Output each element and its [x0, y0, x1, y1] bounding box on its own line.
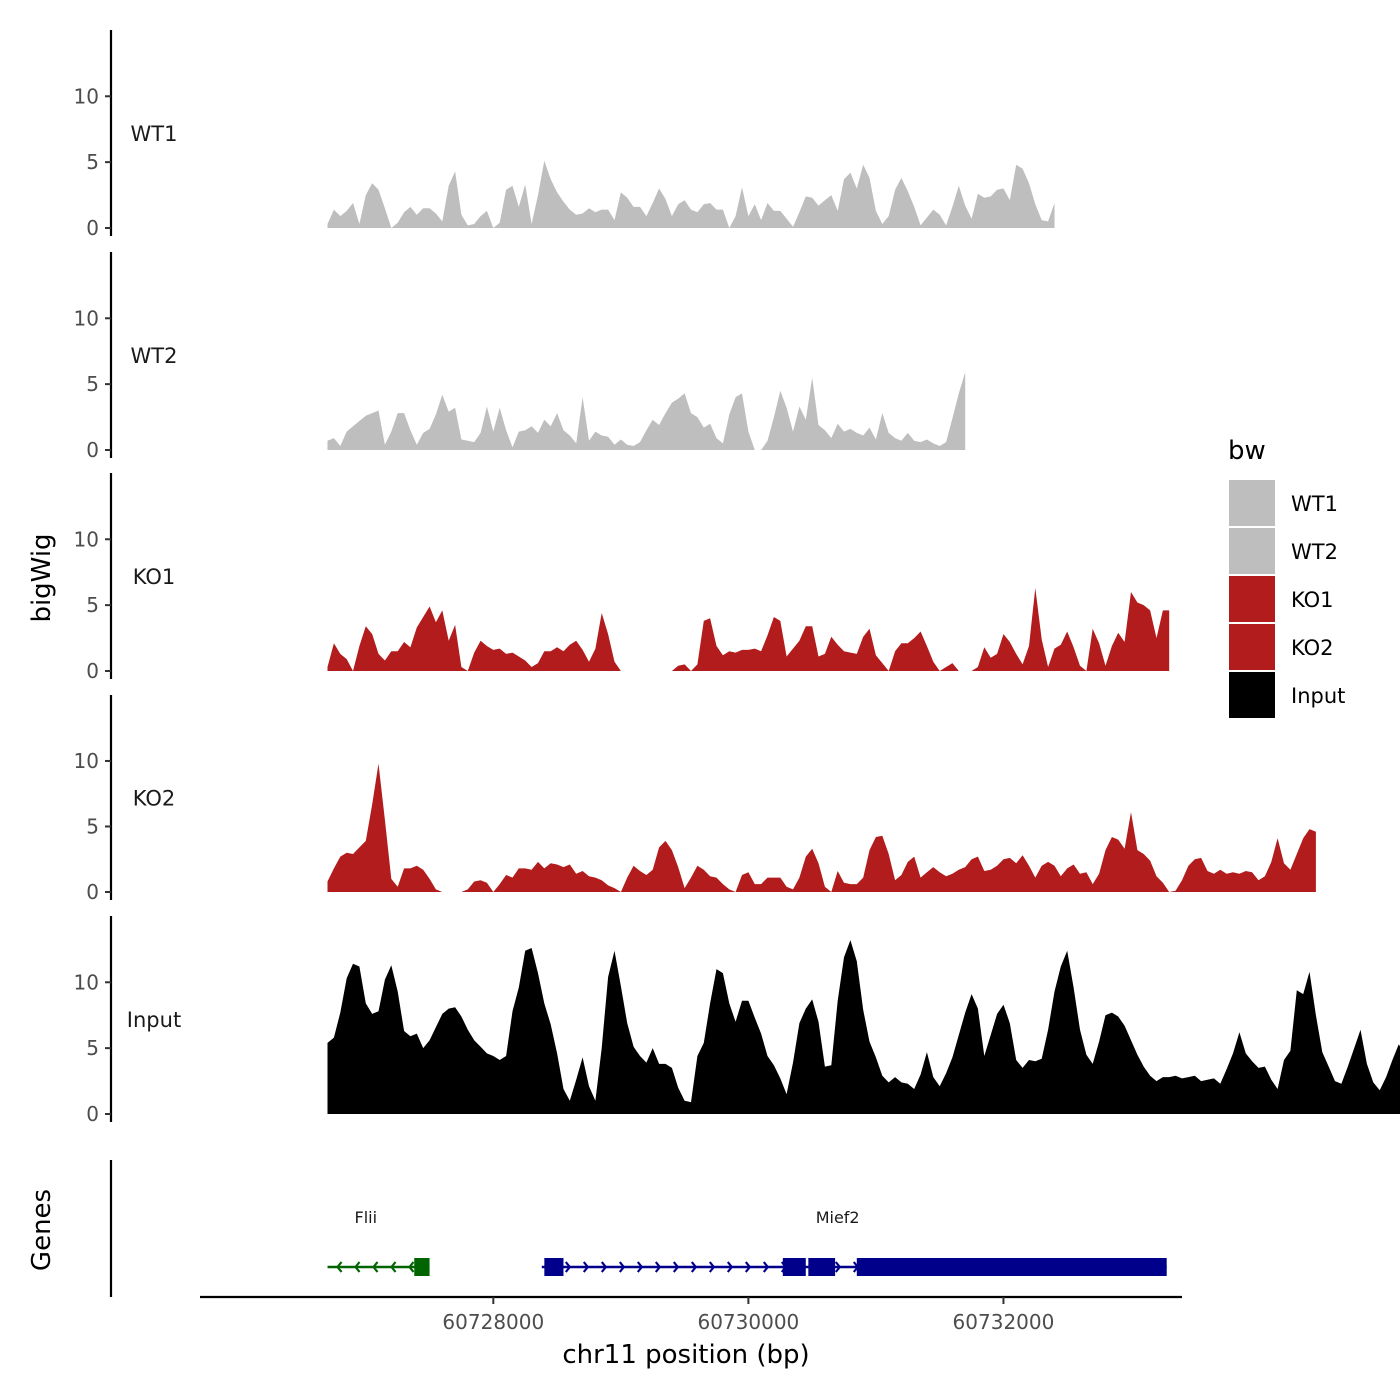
y-tick-label: 5: [86, 1036, 99, 1060]
gene-exon: [544, 1258, 564, 1276]
gene-mief2: Mief2: [541, 1208, 1167, 1276]
x-tick-label: 60730000: [697, 1310, 799, 1334]
gene-track: Flii Mief2: [109, 1160, 1167, 1297]
legend-swatch-ko1: [1229, 576, 1275, 622]
legend-swatch-input: [1229, 672, 1275, 718]
gene-exon: [782, 1258, 806, 1276]
x-tick-label: 60732000: [953, 1310, 1055, 1334]
legend-label-wt2: WT2: [1291, 540, 1338, 564]
legend-label-wt1: WT1: [1291, 492, 1338, 516]
gene-exon: [856, 1258, 1167, 1276]
y-tick-label: 10: [74, 84, 99, 108]
strand-chevron: [744, 1261, 752, 1273]
track-wt2: 0 5 10 WT2: [74, 252, 966, 462]
legend: bw WT1 WT2 KO1 KO2 Input: [1228, 436, 1345, 718]
y-tick-label: 10: [74, 527, 99, 551]
coverage-tracks: 0 5 10 WT1 0 5 10 WT2 0 5 10 KO1 0 5 10 KO2 0 5 10 Input: [74, 30, 1400, 1126]
strand-chevron: [762, 1261, 770, 1273]
gene-exon: [414, 1258, 430, 1276]
track-label-ko1: KO1: [133, 565, 176, 589]
strand-chevron: [372, 1261, 379, 1273]
y-tick-label: 0: [86, 1102, 99, 1126]
strand-chevron: [600, 1261, 608, 1273]
y-tick-label: 0: [86, 216, 99, 240]
y-tick-label: 0: [86, 659, 99, 683]
legend-label-ko1: KO1: [1291, 588, 1334, 612]
strand-chevron: [618, 1261, 626, 1273]
track-ko2: 0 5 10 KO2: [74, 695, 1316, 904]
strand-chevron: [408, 1261, 415, 1273]
strand-chevron: [582, 1261, 590, 1273]
strand-chevron: [354, 1261, 361, 1273]
coverage-area-ko2: [327, 763, 1316, 892]
strand-chevron: [636, 1261, 644, 1273]
y-tick-label: 10: [74, 970, 99, 994]
y-axis-title: bigWig: [27, 533, 57, 622]
track-ko1: 0 5 10 KO1: [74, 473, 1170, 683]
legend-title: bw: [1228, 436, 1266, 466]
y-tick-label: 5: [86, 372, 99, 396]
gene-exon: [808, 1258, 836, 1276]
strand-chevron: [672, 1261, 680, 1273]
strand-chevron: [564, 1261, 572, 1273]
track-input: 0 5 10 Input: [74, 916, 1400, 1126]
gene-flii: Flii: [327, 1208, 430, 1276]
x-axis: 60728000 60730000 60732000: [200, 1295, 1182, 1334]
legend-label-ko2: KO2: [1291, 636, 1334, 660]
y-tick-label: 5: [86, 150, 99, 174]
track-label-wt2: WT2: [131, 344, 178, 368]
genes-axis-title: Genes: [27, 1189, 57, 1271]
strand-chevron: [708, 1261, 716, 1273]
y-tick-label: 0: [86, 880, 99, 904]
coverage-area-wt1: [327, 160, 1055, 228]
legend-swatch-wt2: [1229, 528, 1275, 574]
y-tick-label: 5: [86, 814, 99, 838]
coverage-area-input: [327, 940, 1400, 1114]
y-tick-label: 0: [86, 438, 99, 462]
strand-chevron: [834, 1261, 842, 1273]
strand-chevron: [654, 1261, 662, 1273]
coverage-area-wt2: [327, 372, 966, 450]
legend-swatch-ko2: [1229, 624, 1275, 670]
y-tick-label: 10: [74, 749, 99, 773]
x-tick-label: 60728000: [442, 1310, 544, 1334]
legend-label-input: Input: [1291, 684, 1345, 708]
x-axis-title: chr11 position (bp): [562, 1340, 809, 1370]
legend-swatch-wt1: [1229, 480, 1275, 526]
coverage-area-ko1: [327, 588, 1170, 671]
y-tick-label: 5: [86, 593, 99, 617]
track-wt1: 0 5 10 WT1: [74, 30, 1055, 240]
gene-label-flii: Flii: [355, 1208, 378, 1227]
y-tick-label: 10: [74, 306, 99, 330]
strand-chevron: [690, 1261, 698, 1273]
track-label-input: Input: [127, 1008, 181, 1032]
track-label-wt1: WT1: [131, 122, 178, 146]
strand-chevron: [390, 1261, 397, 1273]
track-label-ko2: KO2: [133, 786, 176, 810]
gene-label-mief2: Mief2: [816, 1208, 860, 1227]
strand-chevron: [336, 1261, 343, 1273]
strand-chevron: [726, 1261, 734, 1273]
